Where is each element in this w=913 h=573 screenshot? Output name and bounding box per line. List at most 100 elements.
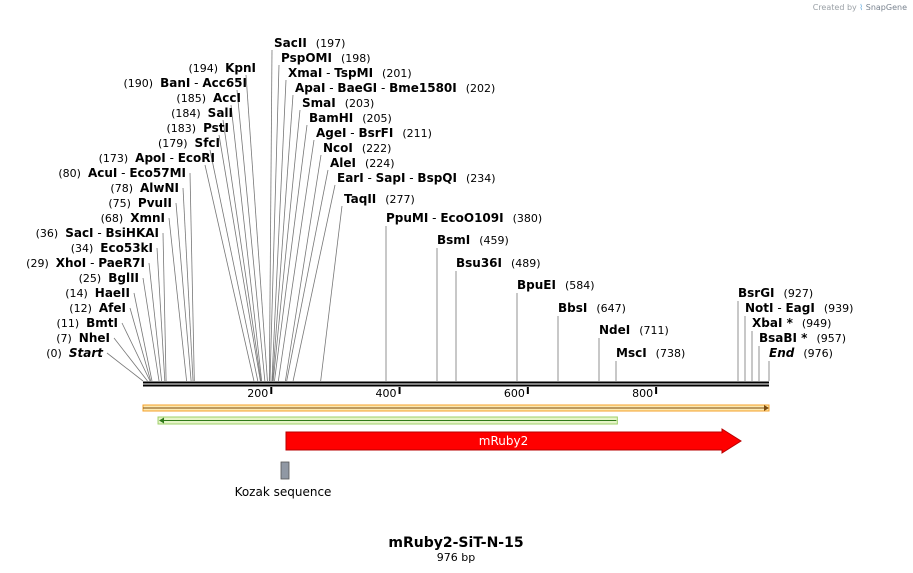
leader-line — [272, 109, 301, 382]
site-acci[interactable]: (185) AccI — [176, 91, 241, 105]
site-kpni[interactable]: (194) KpnI — [189, 61, 257, 75]
site-enzyme-name: XbaI * — [752, 316, 794, 330]
svg-text:(194)KpnI: (194) KpnI — [189, 61, 257, 75]
svg-text:ApaI - BaeGI - Bme1580I(20: ApaI - BaeGI - Bme1580I (202) — [295, 81, 495, 95]
site-bani-acc65i[interactable]: (190) BanI - Acc65I — [123, 76, 247, 90]
site-enzyme-name: Bsu36I — [456, 256, 502, 270]
full-length-bar[interactable] — [142, 404, 770, 412]
site-xmai-tspmi[interactable]: XmaI - TspMI (201) — [288, 66, 412, 80]
svg-text:XbaI *(949): XbaI * (949) — [752, 316, 831, 330]
svg-text:(190)BanI - Acc65I: (190) BanI - Acc65I — [123, 76, 247, 90]
site-ndei[interactable]: NdeI (711) — [599, 323, 669, 337]
leader-line — [272, 94, 294, 382]
leader-line — [268, 49, 273, 382]
site-alwni[interactable]: (78) AlwNI — [110, 181, 179, 195]
site-bsu36i[interactable]: Bsu36I (489) — [456, 256, 541, 270]
site-nhei[interactable]: (7) NheI — [56, 331, 110, 345]
svg-text:(183)PstI: (183) PstI — [166, 121, 229, 135]
arrow-left-icon — [159, 417, 165, 424]
map-title: mRuby2-SiT-N-15 — [388, 535, 523, 551]
site-bbsi[interactable]: BbsI (647) — [558, 301, 626, 315]
site-noti-eagi[interactable]: NotI - EagI (939) — [745, 301, 853, 315]
site-position: (34) — [71, 242, 94, 255]
site-bmti[interactable]: (11) BmtI — [57, 316, 118, 330]
site-sali[interactable]: (184) SalI — [171, 106, 233, 120]
svg-text:BsaBI *(957): BsaBI * (957) — [759, 331, 846, 345]
site-xmni[interactable]: (68) XmnI — [101, 211, 165, 225]
site-separator: - — [428, 211, 440, 225]
site-enzyme-name: End — [769, 346, 795, 360]
site-pspomi[interactable]: PspOMI (198) — [281, 51, 371, 65]
site-taqii[interactable]: TaqII (277) — [344, 192, 415, 206]
site-enzyme-name: Eco57MI — [129, 166, 186, 180]
leader-line — [292, 184, 336, 382]
site-position: (201) — [382, 67, 412, 80]
site-bglii[interactable]: (25) BglII — [79, 271, 139, 285]
site-position: (224) — [365, 157, 395, 170]
site-afei[interactable]: (12) AfeI — [69, 301, 126, 315]
site-separator: - — [774, 301, 786, 315]
site-position: (738) — [656, 347, 686, 360]
site-bamhi[interactable]: BamHI (205) — [309, 111, 392, 125]
svg-text:Bsu36I(489): Bsu36I (489) — [456, 256, 541, 270]
site-eco53ki[interactable]: (34) Eco53kI — [71, 241, 153, 255]
site-sfci[interactable]: (179) SfcI — [158, 136, 220, 150]
site-enzyme-name: Bme1580I — [389, 81, 457, 95]
site-position: (711) — [639, 324, 669, 337]
leader-line — [148, 262, 162, 382]
arrow-right-icon — [764, 405, 769, 411]
site-position: (584) — [565, 279, 595, 292]
site-smai[interactable]: SmaI (203) — [302, 96, 374, 110]
site-enzyme-name: ApoI — [135, 151, 166, 165]
site-position: (14) — [65, 287, 88, 300]
site-position: (234) — [466, 172, 496, 185]
site-enzyme-name: NdeI — [599, 323, 630, 337]
site-alei[interactable]: AleI (224) — [330, 156, 395, 170]
site-ppumi-ecoo109i[interactable]: PpuMI - EcoO109I (380) — [386, 211, 542, 225]
site-enzyme-name: AgeI — [316, 126, 346, 140]
site-msci[interactable]: MscI (738) — [616, 346, 685, 360]
site-haeii[interactable]: (14) HaeII — [65, 286, 130, 300]
site-sacii[interactable]: SacII (197) — [274, 36, 345, 50]
site-xbai[interactable]: XbaI * (949) — [752, 316, 831, 330]
site-enzyme-name: BmtI — [86, 316, 118, 330]
svg-text:(29)XhoI - PaeR7I: (29) XhoI - PaeR7I — [26, 256, 145, 270]
site-enzyme-name: XhoI — [56, 256, 87, 270]
site-bsabi[interactable]: BsaBI * (957) — [759, 331, 846, 345]
site-xhoi-paer7i[interactable]: (29) XhoI - PaeR7I — [26, 256, 145, 270]
site-ncoi[interactable]: NcoI (222) — [323, 141, 391, 155]
site-apai-baegi-bme1580i[interactable]: ApaI - BaeGI - Bme1580I (202) — [295, 81, 495, 95]
site-enzyme-name: BglII — [108, 271, 139, 285]
site-agei-bsrfi[interactable]: AgeI - BsrFI (211) — [316, 126, 432, 140]
svg-text:(36)SacI - BsiHKAI: (36) SacI - BsiHKAI — [36, 226, 159, 240]
site-eari-sapi-bspqi[interactable]: EarI - SapI - BspQI (234) — [337, 171, 496, 185]
site-enzyme-name: AlwNI — [140, 181, 179, 195]
mruby2-arrow[interactable]: mRuby2 — [285, 428, 742, 454]
site-enzyme-name: BsrGI — [738, 286, 775, 300]
site-acui-eco57mi[interactable]: (80) AcuI - Eco57MI — [58, 166, 186, 180]
site-enzyme-name: AcuI — [88, 166, 117, 180]
site-pvuii[interactable]: (75) PvuII — [108, 196, 172, 210]
site-position: (11) — [57, 317, 80, 330]
site-saci-bsihkai[interactable]: (36) SacI - BsiHKAI — [36, 226, 159, 240]
site-position: (29) — [26, 257, 49, 270]
site-bsrgi[interactable]: BsrGI (927) — [738, 286, 813, 300]
site-start[interactable]: (0) Start — [46, 346, 104, 360]
site-psti[interactable]: (183) PstI — [166, 121, 229, 135]
site-end[interactable]: End (976) — [769, 346, 833, 360]
green-bar[interactable] — [157, 416, 618, 425]
site-separator: - — [117, 166, 129, 180]
svg-text:End(976): End (976) — [769, 346, 833, 360]
site-position: (489) — [511, 257, 541, 270]
leader-line — [175, 202, 192, 382]
svg-text:NotI - EagI(939): NotI - EagI (939) — [745, 301, 853, 315]
created-by-text: Created by — [812, 3, 857, 12]
kozak-sequence[interactable]: Kozak sequence — [235, 461, 332, 499]
leader-line — [218, 134, 261, 382]
site-bpuei[interactable]: BpuEI (584) — [517, 278, 595, 292]
site-bsmi[interactable]: BsmI (459) — [437, 233, 509, 247]
site-position: (939) — [824, 302, 854, 315]
site-apoi-ecori[interactable]: (173) ApoI - EcoRI — [99, 151, 215, 165]
site-position: (25) — [79, 272, 102, 285]
